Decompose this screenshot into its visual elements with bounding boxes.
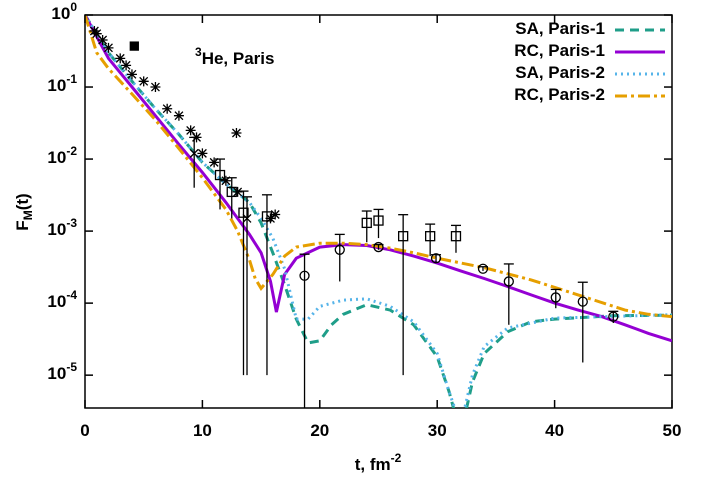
data-point — [265, 213, 276, 224]
data-point — [197, 148, 208, 159]
data-point — [503, 276, 514, 287]
data-point — [209, 157, 220, 168]
data-point — [373, 241, 384, 253]
data-point — [162, 103, 173, 114]
x-tick-label: 0 — [80, 421, 89, 440]
data-point — [173, 110, 184, 121]
data-point — [242, 213, 252, 223]
data-point — [138, 76, 149, 87]
data-point — [232, 186, 243, 197]
data-point — [220, 175, 231, 186]
data-point — [334, 244, 345, 255]
data-point — [261, 211, 273, 222]
data-point — [425, 231, 436, 242]
x-tick-label: 40 — [545, 421, 564, 440]
x-tick-label: 30 — [428, 421, 447, 440]
data-point — [191, 132, 202, 143]
data-point — [189, 148, 199, 158]
data-point — [214, 169, 226, 181]
data-point — [150, 82, 161, 93]
legend-label: SA, Paris-1 — [515, 19, 605, 38]
data-point — [270, 209, 281, 220]
y-axis-label: FM​(t) — [13, 193, 35, 230]
data-point — [373, 215, 384, 226]
data-point — [430, 253, 442, 264]
y-tick-label: 10-1​ — [47, 72, 77, 95]
data-point — [115, 53, 126, 64]
y-tick-label: 10-2​ — [47, 144, 77, 167]
data-point — [97, 34, 108, 45]
data-point — [398, 231, 409, 242]
data-point — [91, 28, 102, 39]
data-point — [450, 231, 462, 242]
data-point — [577, 296, 588, 307]
x-tick-label: 20 — [310, 421, 329, 440]
x-tick-label: 10 — [193, 421, 212, 440]
legend-label: SA, Paris-2 — [515, 63, 605, 82]
plot-area — [85, 15, 672, 408]
y-tick-label: 10-5​ — [47, 360, 77, 383]
series-line — [85, 15, 672, 319]
legend-label: RC, Paris-1 — [514, 41, 605, 60]
data-point — [477, 263, 489, 274]
legend-label: RC, Paris-2 — [514, 85, 605, 104]
data-point — [299, 270, 310, 281]
data-point — [103, 42, 114, 53]
data-point — [121, 60, 132, 71]
annotation: 3​He, Paris — [195, 45, 274, 68]
data-point — [361, 217, 372, 229]
data-point — [231, 128, 242, 139]
x-tick-label: 50 — [663, 421, 682, 440]
series-line — [85, 15, 672, 343]
data-point — [126, 69, 137, 80]
y-tick-label: 10-4​ — [47, 288, 77, 311]
y-tick-label: 100​ — [51, 0, 77, 23]
data-point — [185, 125, 196, 136]
data-point — [550, 292, 561, 303]
x-axis-label: t, fm-2​ — [355, 451, 402, 474]
data-point — [238, 207, 249, 218]
data-point — [129, 41, 139, 51]
y-tick-label: 10-3​ — [47, 216, 77, 239]
plot-frame — [84, 14, 673, 409]
data-point — [608, 311, 619, 322]
